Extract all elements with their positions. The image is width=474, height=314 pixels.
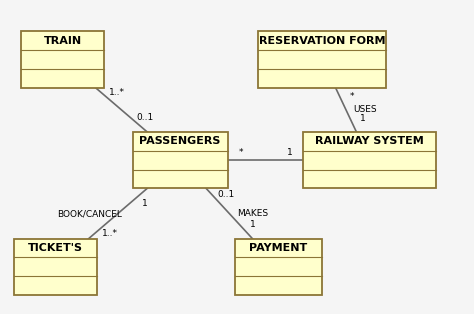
Text: 1: 1 — [360, 114, 365, 123]
Text: USES: USES — [353, 106, 377, 114]
Text: 1..*: 1..* — [109, 88, 125, 97]
Text: 1: 1 — [250, 220, 256, 229]
Text: 1..*: 1..* — [102, 229, 118, 238]
Bar — [21, 31, 104, 88]
Text: *: * — [239, 148, 244, 157]
Text: 0..1: 0..1 — [217, 190, 234, 199]
Bar — [303, 132, 436, 188]
Text: RESERVATION FORM: RESERVATION FORM — [259, 36, 385, 46]
Text: RAILWAY SYSTEM: RAILWAY SYSTEM — [315, 136, 424, 146]
Text: MAKES: MAKES — [237, 209, 269, 218]
Bar — [258, 31, 386, 88]
Text: TRAIN: TRAIN — [44, 36, 82, 46]
Text: 1: 1 — [287, 148, 292, 157]
Text: PASSENGERS: PASSENGERS — [139, 136, 221, 146]
Text: TICKET'S: TICKET'S — [28, 243, 83, 253]
Bar — [133, 132, 228, 188]
Text: 1: 1 — [142, 199, 148, 208]
Text: 0..1: 0..1 — [137, 113, 154, 122]
Bar — [235, 239, 322, 295]
Text: *: * — [350, 92, 355, 101]
Bar — [14, 239, 97, 295]
Text: PAYMENT: PAYMENT — [249, 243, 308, 253]
Text: BOOK/CANCEL: BOOK/CANCEL — [57, 209, 122, 218]
